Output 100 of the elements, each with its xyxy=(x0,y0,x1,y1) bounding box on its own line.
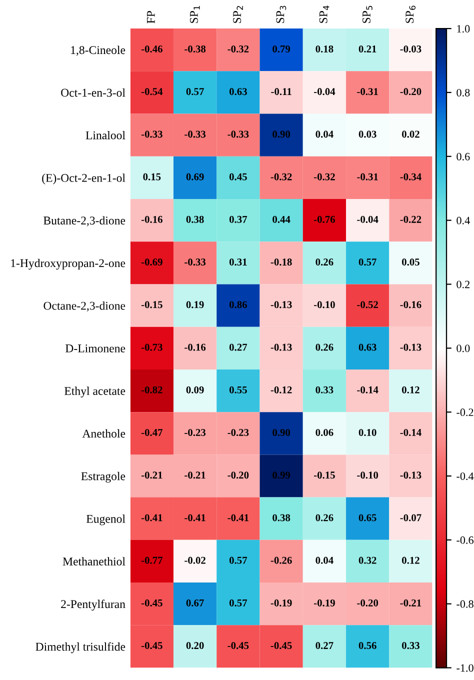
data-label: -0.45 xyxy=(141,642,162,650)
data-label: 0.21 xyxy=(358,45,376,53)
data-label: 0.38 xyxy=(186,216,204,223)
data-label: 0.27 xyxy=(229,344,248,351)
data-label: -0.32 xyxy=(270,173,292,180)
data-label: -0.04 xyxy=(314,88,336,96)
data-label: 0.69 xyxy=(186,173,204,180)
data-label: -0.31 xyxy=(357,88,378,96)
data-label: -0.38 xyxy=(184,45,206,53)
data-label: -0.33 xyxy=(228,130,249,138)
data-label: 0.90 xyxy=(272,130,290,138)
color-bar-label: 0.4 xyxy=(456,216,470,224)
x-tick-label: SP$_{6}$ xyxy=(406,6,416,23)
data-label: 0.45 xyxy=(229,173,247,180)
data-label: -0.32 xyxy=(228,45,249,53)
data-label: -0.07 xyxy=(400,514,422,522)
data-label: 0.63 xyxy=(229,88,247,96)
data-label: -0.16 xyxy=(400,301,422,308)
data-label: 0.86 xyxy=(229,301,247,308)
data-label: -0.69 xyxy=(141,258,162,266)
x-tick-label: SP$_{4}$ xyxy=(319,6,330,23)
data-label: -0.41 xyxy=(141,514,162,522)
y-tick-label: 2-Pentylfuran xyxy=(61,600,126,611)
data-label: 0.55 xyxy=(229,386,247,394)
data-label: -0.13 xyxy=(400,472,422,479)
y-tick-label: Dimethyl trisulfide xyxy=(36,642,126,654)
data-label: 0.26 xyxy=(316,258,334,266)
data-label: -0.23 xyxy=(228,428,249,436)
data-label: -0.21 xyxy=(400,599,422,606)
y-tick-label: Octane-2,3-dione xyxy=(44,301,126,312)
data-label: -0.73 xyxy=(141,344,162,351)
data-label: 0.57 xyxy=(229,599,248,606)
data-label: -0.23 xyxy=(184,428,206,436)
x-tick-label: SP$_{2}$ xyxy=(233,6,243,23)
data-label: -0.13 xyxy=(270,301,292,308)
data-label: 0.26 xyxy=(316,344,334,351)
data-label: -0.19 xyxy=(314,599,335,606)
data-label: -0.22 xyxy=(400,216,422,223)
y-tick-label: (E)-Oct-2-en-1-ol xyxy=(42,174,126,184)
y-tick-label: Eugenol xyxy=(86,514,126,526)
data-label: -0.20 xyxy=(228,472,249,479)
data-label: -0.15 xyxy=(314,472,335,479)
data-label: 0.20 xyxy=(186,642,204,650)
data-label: 0.04 xyxy=(316,556,334,564)
data-label: -0.54 xyxy=(141,88,163,96)
data-label: 0.33 xyxy=(402,642,420,650)
data-label: -0.15 xyxy=(141,301,162,308)
data-label: 0.12 xyxy=(402,556,420,564)
data-label: 0.99 xyxy=(272,472,290,479)
data-label: 0.57 xyxy=(229,556,248,564)
data-label: 0.65 xyxy=(358,514,376,522)
y-tick-label: D-Limonene xyxy=(66,344,126,352)
data-label: 0.44 xyxy=(272,216,290,223)
data-label: -0.18 xyxy=(270,258,292,266)
y-tick-label: 1,8-Cineole xyxy=(71,46,126,56)
data-label: -0.76 xyxy=(314,216,335,223)
data-label: -0.46 xyxy=(141,45,162,53)
data-label: -0.20 xyxy=(400,88,422,96)
data-label: -0.41 xyxy=(228,514,248,522)
data-label: 0.79 xyxy=(272,45,290,53)
data-label: -0.21 xyxy=(141,472,162,479)
data-label: 0.18 xyxy=(316,45,334,53)
data-label: 0.37 xyxy=(229,216,248,223)
data-label: -0.45 xyxy=(228,642,249,650)
y-tick-label: Estragole xyxy=(81,472,126,483)
data-label: -0.10 xyxy=(357,472,378,479)
color-bar-label: -0.8 xyxy=(456,600,474,608)
y-tick-label: Linalool xyxy=(86,130,126,140)
data-label: -0.77 xyxy=(141,556,163,564)
data-label: -0.03 xyxy=(400,45,422,53)
data-label: -0.10 xyxy=(314,301,335,308)
data-label: 0.26 xyxy=(316,514,334,522)
data-label: 0.32 xyxy=(358,556,376,564)
y-tick-label: Methanethiol xyxy=(62,557,126,566)
data-label: -0.26 xyxy=(270,556,292,564)
color-bar-label: 0.0 xyxy=(456,344,470,352)
data-label: -0.16 xyxy=(141,216,162,223)
data-label: -0.32 xyxy=(314,173,335,180)
data-label: -0.19 xyxy=(270,599,292,606)
x-tick-label: SP$_{1}$ xyxy=(190,6,200,23)
color-bar-label: 0.8 xyxy=(456,88,470,96)
data-label: -0.34 xyxy=(400,173,422,180)
data-label: -0.12 xyxy=(270,386,292,394)
x-tick-label: SP$_{5}$ xyxy=(362,6,372,23)
y-tick-label: 1-Hydroxypropan-2-one xyxy=(11,258,126,270)
color-bar-label: 0.2 xyxy=(456,280,470,288)
data-label: 0.31 xyxy=(229,258,247,266)
data-label: -0.02 xyxy=(184,556,206,564)
data-label: 0.33 xyxy=(316,386,334,394)
data-label: -0.52 xyxy=(357,301,378,308)
data-label: 0.38 xyxy=(272,514,290,522)
data-label: -0.33 xyxy=(184,258,206,266)
data-label: -0.14 xyxy=(357,386,378,394)
data-label: 0.10 xyxy=(358,428,376,436)
data-label: 0.15 xyxy=(143,173,161,180)
data-label: -0.41 xyxy=(184,514,206,522)
data-label: 0.57 xyxy=(186,88,204,96)
data-label: -0.45 xyxy=(270,642,292,650)
data-label: 0.56 xyxy=(358,642,376,650)
color-bar-label: -0.6 xyxy=(456,536,474,544)
